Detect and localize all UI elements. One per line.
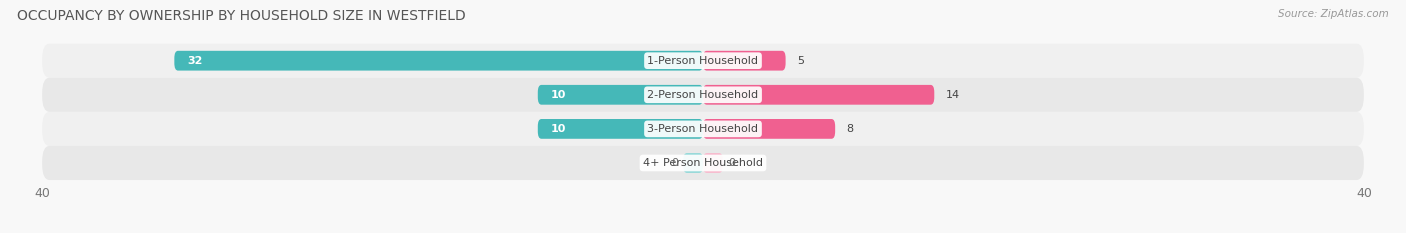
FancyBboxPatch shape (42, 78, 1364, 112)
FancyBboxPatch shape (174, 51, 703, 71)
Text: 0: 0 (728, 158, 735, 168)
Text: 32: 32 (187, 56, 202, 66)
Text: 10: 10 (551, 124, 567, 134)
FancyBboxPatch shape (703, 85, 934, 105)
FancyBboxPatch shape (683, 153, 703, 173)
FancyBboxPatch shape (42, 112, 1364, 146)
FancyBboxPatch shape (42, 44, 1364, 78)
FancyBboxPatch shape (703, 51, 786, 71)
Text: 0: 0 (671, 158, 678, 168)
Text: 3-Person Household: 3-Person Household (648, 124, 758, 134)
FancyBboxPatch shape (537, 85, 703, 105)
Text: 2-Person Household: 2-Person Household (647, 90, 759, 100)
Text: OCCUPANCY BY OWNERSHIP BY HOUSEHOLD SIZE IN WESTFIELD: OCCUPANCY BY OWNERSHIP BY HOUSEHOLD SIZE… (17, 9, 465, 23)
Text: 4+ Person Household: 4+ Person Household (643, 158, 763, 168)
FancyBboxPatch shape (703, 119, 835, 139)
FancyBboxPatch shape (703, 153, 723, 173)
Text: Source: ZipAtlas.com: Source: ZipAtlas.com (1278, 9, 1389, 19)
Text: 14: 14 (946, 90, 960, 100)
Text: 5: 5 (797, 56, 804, 66)
Text: 10: 10 (551, 90, 567, 100)
Text: 8: 8 (846, 124, 853, 134)
Text: 1-Person Household: 1-Person Household (648, 56, 758, 66)
FancyBboxPatch shape (537, 119, 703, 139)
FancyBboxPatch shape (42, 146, 1364, 180)
